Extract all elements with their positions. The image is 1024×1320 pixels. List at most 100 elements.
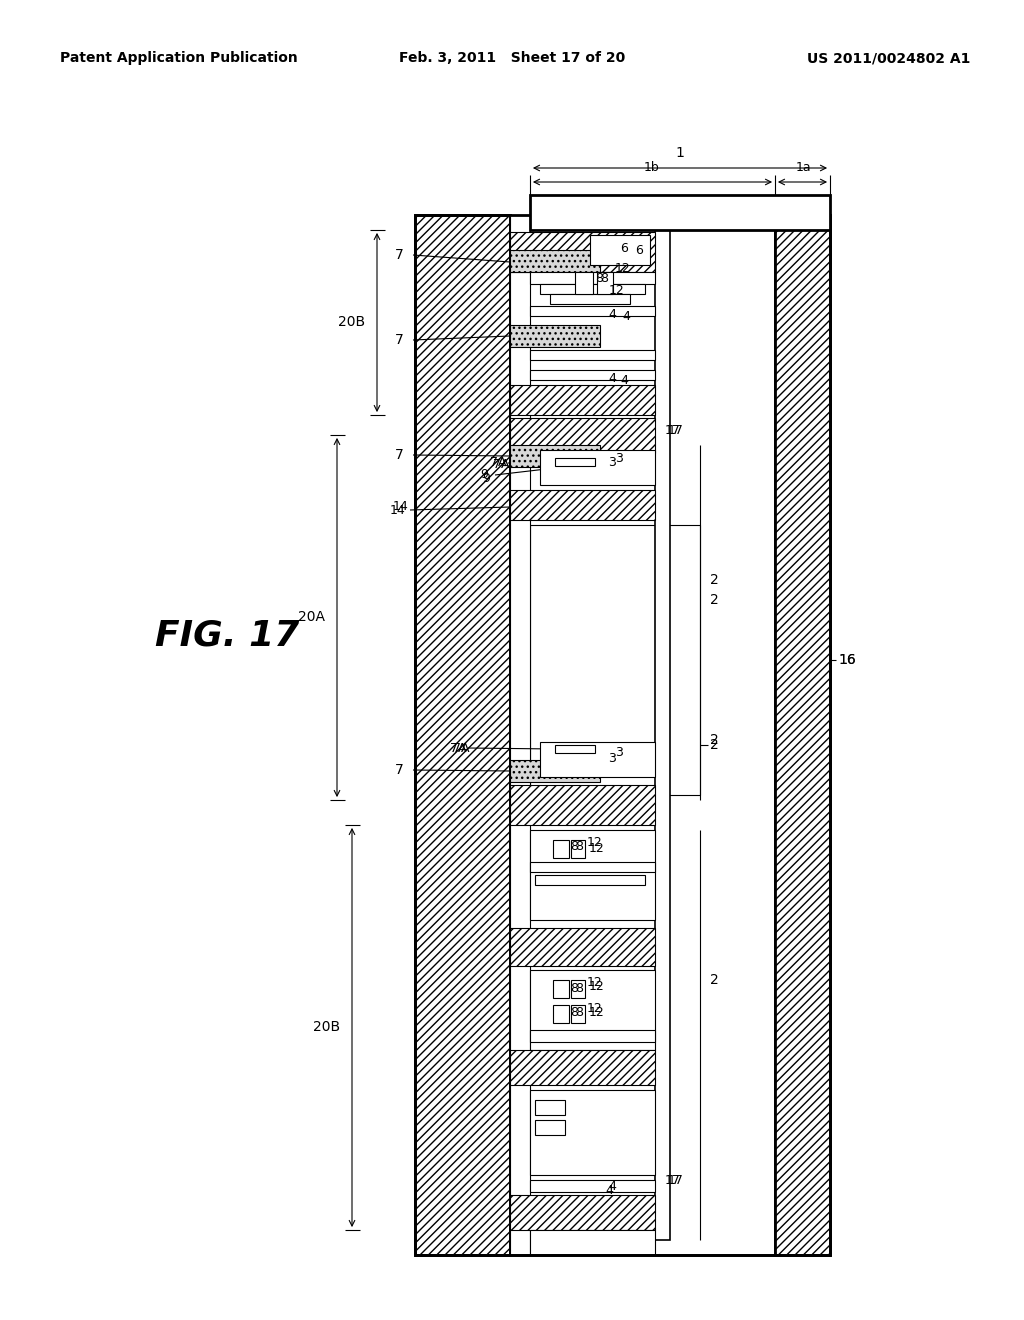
Bar bbox=[530, 1030, 655, 1041]
Bar bbox=[530, 1180, 655, 1192]
Text: 4: 4 bbox=[608, 1180, 615, 1193]
Bar bbox=[530, 350, 655, 360]
Text: 12: 12 bbox=[615, 261, 631, 275]
Text: 12: 12 bbox=[587, 837, 603, 850]
Text: 7: 7 bbox=[395, 333, 403, 347]
Bar bbox=[510, 1195, 655, 1230]
Bar bbox=[510, 1049, 655, 1085]
Bar bbox=[553, 979, 569, 998]
Bar bbox=[510, 785, 655, 825]
Bar bbox=[530, 306, 655, 315]
Bar bbox=[415, 215, 510, 1255]
Bar bbox=[571, 1005, 585, 1023]
Text: 2: 2 bbox=[710, 973, 719, 987]
Bar bbox=[530, 370, 655, 380]
Text: 8: 8 bbox=[595, 272, 603, 285]
Text: 3: 3 bbox=[615, 746, 623, 759]
Text: 12: 12 bbox=[587, 975, 603, 989]
Text: 4: 4 bbox=[608, 371, 615, 384]
Bar bbox=[530, 272, 655, 284]
Text: 20B: 20B bbox=[313, 1020, 340, 1034]
Text: 7: 7 bbox=[395, 248, 403, 261]
Text: 8: 8 bbox=[570, 982, 578, 994]
Bar bbox=[510, 325, 600, 347]
Bar bbox=[555, 744, 595, 752]
Text: FIG. 17: FIG. 17 bbox=[155, 618, 299, 652]
Text: 17: 17 bbox=[665, 424, 681, 437]
Bar bbox=[540, 284, 645, 294]
Text: 12: 12 bbox=[587, 1002, 603, 1015]
Bar bbox=[575, 272, 593, 294]
Bar bbox=[510, 445, 600, 467]
Text: 12: 12 bbox=[609, 284, 625, 297]
Text: 6: 6 bbox=[635, 243, 643, 256]
Text: 12: 12 bbox=[589, 842, 605, 854]
Bar bbox=[571, 979, 585, 998]
Text: US 2011/0024802 A1: US 2011/0024802 A1 bbox=[807, 51, 970, 65]
Bar bbox=[535, 1100, 565, 1115]
Text: 12: 12 bbox=[589, 981, 605, 994]
Text: 2: 2 bbox=[710, 738, 719, 752]
Text: 1: 1 bbox=[676, 147, 684, 160]
Text: 1a: 1a bbox=[796, 161, 811, 174]
Text: 4: 4 bbox=[622, 309, 630, 322]
Text: 9: 9 bbox=[482, 471, 489, 484]
Bar bbox=[530, 970, 655, 1049]
Bar bbox=[510, 490, 655, 520]
Bar bbox=[655, 230, 670, 1239]
Bar bbox=[540, 450, 655, 484]
Text: 1b: 1b bbox=[644, 161, 659, 174]
Bar bbox=[510, 928, 655, 966]
Bar bbox=[510, 418, 655, 453]
Bar bbox=[775, 215, 830, 1255]
Text: 8: 8 bbox=[570, 840, 578, 853]
Text: 7A: 7A bbox=[490, 457, 507, 470]
Text: 8: 8 bbox=[575, 841, 583, 854]
Text: 2: 2 bbox=[710, 593, 719, 607]
Bar bbox=[510, 760, 600, 781]
Text: 7A: 7A bbox=[493, 458, 510, 471]
Bar bbox=[571, 840, 585, 858]
Text: 20B: 20B bbox=[338, 315, 365, 329]
Bar bbox=[530, 1230, 655, 1255]
Bar bbox=[530, 862, 655, 873]
Text: 8: 8 bbox=[575, 982, 583, 994]
Bar bbox=[530, 1090, 655, 1175]
Bar bbox=[530, 195, 830, 230]
Bar bbox=[590, 235, 650, 265]
Bar bbox=[535, 1119, 565, 1135]
Bar bbox=[553, 1005, 569, 1023]
Bar bbox=[510, 232, 655, 272]
Text: 7A: 7A bbox=[450, 742, 467, 755]
Bar bbox=[530, 525, 700, 795]
Text: 3: 3 bbox=[608, 751, 615, 764]
Text: 8: 8 bbox=[570, 1006, 578, 1019]
Bar bbox=[553, 840, 569, 858]
Text: 17: 17 bbox=[668, 424, 684, 437]
Bar bbox=[540, 742, 655, 777]
Text: 8: 8 bbox=[575, 1006, 583, 1019]
Text: 14: 14 bbox=[390, 503, 406, 516]
Bar bbox=[510, 249, 600, 272]
Text: 16: 16 bbox=[838, 653, 856, 667]
Text: Feb. 3, 2011   Sheet 17 of 20: Feb. 3, 2011 Sheet 17 of 20 bbox=[399, 51, 625, 65]
Text: 17: 17 bbox=[665, 1173, 681, 1187]
Text: 6: 6 bbox=[620, 242, 628, 255]
Text: 20A: 20A bbox=[298, 610, 325, 624]
Text: 2: 2 bbox=[710, 573, 719, 587]
Bar bbox=[510, 385, 655, 414]
Text: 16: 16 bbox=[838, 653, 856, 667]
Text: 17: 17 bbox=[668, 1173, 684, 1187]
Bar bbox=[550, 294, 630, 304]
Bar bbox=[535, 875, 645, 884]
Bar bbox=[530, 830, 655, 920]
Text: 8: 8 bbox=[600, 272, 608, 285]
Text: 7: 7 bbox=[395, 763, 403, 777]
Text: 2: 2 bbox=[710, 733, 719, 747]
Text: Patent Application Publication: Patent Application Publication bbox=[60, 51, 298, 65]
Bar bbox=[555, 458, 595, 466]
Text: 14: 14 bbox=[393, 500, 409, 513]
Text: 12: 12 bbox=[589, 1006, 605, 1019]
Text: 4: 4 bbox=[605, 1184, 613, 1197]
Bar bbox=[510, 215, 530, 1255]
